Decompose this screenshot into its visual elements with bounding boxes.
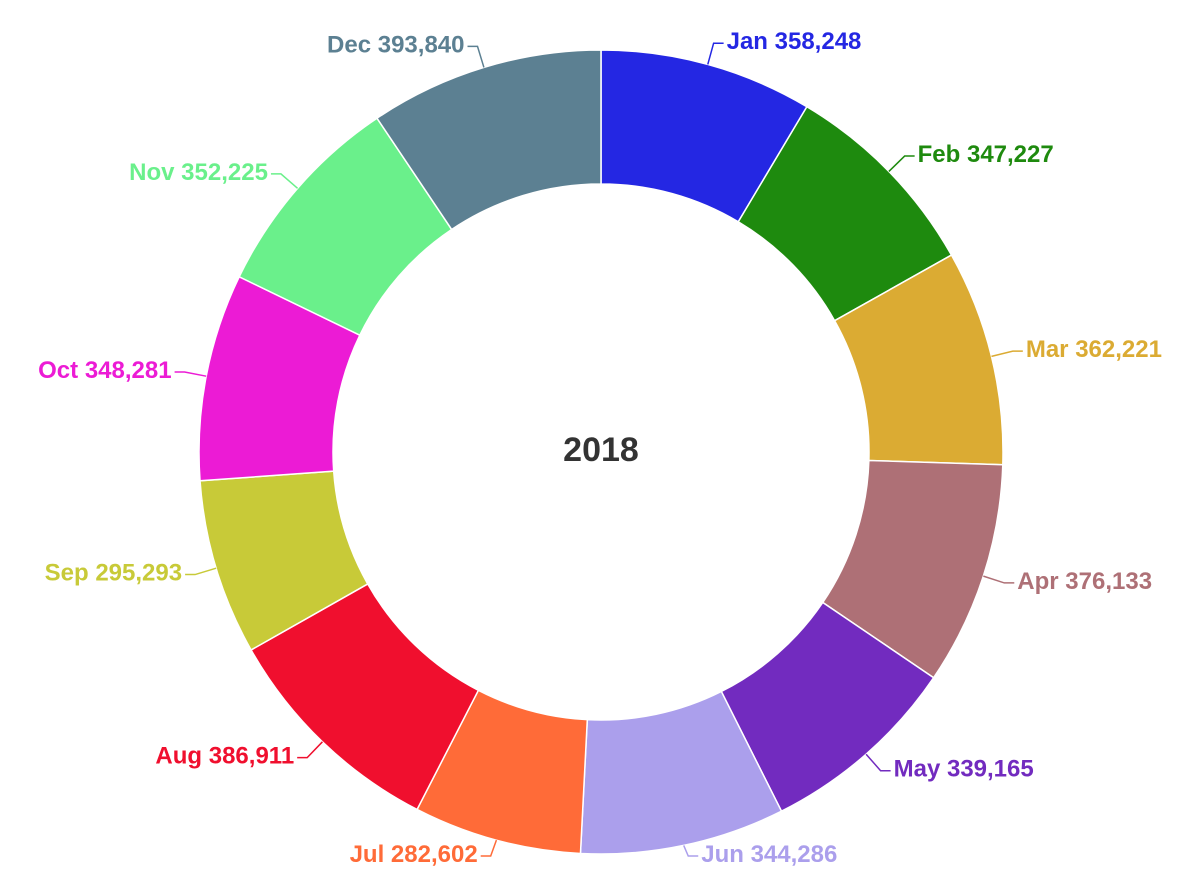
slice-label: Nov 352,225 [129, 159, 268, 186]
slice-category: Dec [327, 32, 371, 59]
slice-value: 295,293 [95, 560, 182, 587]
slice-label: Jan 358,248 [727, 29, 862, 56]
slice-label: May 339,165 [894, 756, 1034, 783]
slice-category: May [894, 756, 941, 783]
slice-category: Aug [155, 743, 202, 770]
leader-line [683, 845, 699, 857]
slice-value: 376,133 [1065, 568, 1152, 595]
slice-value: 339,165 [947, 756, 1034, 783]
leader-line [707, 42, 724, 65]
slice-label: Feb 347,227 [918, 141, 1054, 168]
leader-line [297, 741, 323, 759]
slice-value: 348,281 [85, 357, 172, 384]
slice-value: 352,225 [181, 159, 268, 186]
slice-label: Sep 295,293 [45, 560, 182, 587]
slice-category: Jun [701, 841, 744, 868]
center-label: 2018 [563, 431, 639, 469]
slice-label: Jun 344,286 [701, 841, 837, 868]
slice-category: Nov [129, 159, 175, 186]
slice-label: Aug 386,911 [155, 743, 294, 770]
donut-slice [375, 49, 602, 231]
slice-category: Jan [727, 29, 768, 56]
leader-line [983, 575, 1015, 584]
slice-value: 282,602 [391, 841, 478, 868]
slice-value: 362,221 [1075, 336, 1162, 363]
leader-line [467, 45, 485, 68]
slice-category: Mar [1026, 336, 1069, 363]
slice-category: Feb [918, 141, 961, 168]
slice-category: Oct [38, 357, 78, 384]
slice-value: 386,911 [209, 743, 294, 770]
slice-value: 358,248 [775, 29, 862, 56]
slice-category: Apr [1017, 568, 1058, 595]
slice-category: Jul [350, 841, 385, 868]
slice-value: 344,286 [751, 841, 838, 868]
slice-label: Apr 376,133 [1017, 568, 1152, 595]
leader-line [991, 350, 1023, 358]
slice-label: Mar 362,221 [1026, 336, 1162, 363]
leader-line [185, 567, 217, 576]
leader-line [888, 155, 915, 172]
slice-value: 393,840 [378, 32, 465, 59]
slice-value: 347,227 [967, 141, 1054, 168]
leader-line [480, 839, 498, 857]
leader-line [865, 753, 891, 772]
slice-label: Dec 393,840 [327, 32, 464, 59]
slice-category: Sep [45, 560, 89, 587]
slice-label: Oct 348,281 [38, 357, 171, 384]
leader-line [174, 371, 207, 377]
slice-label: Jul 282,602 [350, 841, 478, 868]
leader-line [270, 173, 299, 189]
